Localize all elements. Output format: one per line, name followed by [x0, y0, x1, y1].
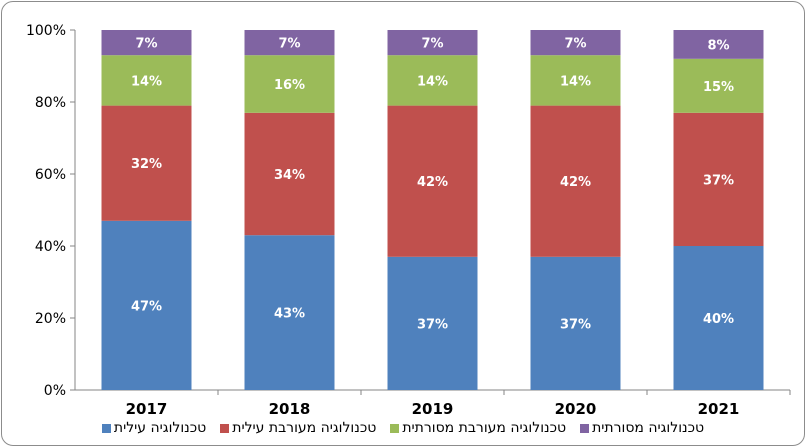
legend-item: טכנולוגיה מסורתית [580, 420, 704, 436]
data-label: 37% [560, 317, 591, 332]
data-label: 34% [274, 168, 305, 183]
bar-segment [530, 256, 621, 390]
x-tick-label: 2020 [555, 400, 597, 418]
data-label: 7% [421, 37, 443, 52]
x-tick-label: 2017 [126, 400, 168, 418]
data-label: 14% [417, 74, 448, 89]
bar-segment [530, 30, 621, 56]
data-label: 7% [564, 37, 586, 52]
bar-segment [673, 246, 764, 390]
legend-item: טכנולוגיה עילית [101, 420, 207, 436]
bar-segment [673, 30, 764, 59]
bar-segment [387, 55, 478, 106]
bar-segment [244, 30, 335, 56]
data-label: 42% [417, 175, 448, 190]
bar-segment [244, 55, 335, 113]
y-tick-label: 60% [35, 167, 66, 183]
legend-label: טכנולוגיה מעורבת מסורתית [402, 420, 567, 436]
legend-label: טכנולוגיה מעורבת עילית [232, 420, 377, 436]
data-label: 40% [703, 312, 734, 327]
data-label: 7% [278, 37, 300, 52]
legend-label: טכנולוגיה עילית [113, 420, 207, 436]
legend-swatch [390, 423, 400, 433]
data-label: 7% [135, 37, 157, 52]
bar-segment [244, 235, 335, 390]
bar-segment [387, 30, 478, 56]
legend-swatch [580, 423, 590, 433]
bar-segment [101, 30, 192, 56]
bar-segment [101, 220, 192, 390]
bar-segment [244, 112, 335, 236]
x-tick-label: 2018 [269, 400, 311, 418]
bar-segment [387, 105, 478, 257]
data-label: 15% [703, 80, 734, 95]
data-label: 42% [560, 175, 591, 190]
bar-segment [673, 58, 764, 113]
y-tick-label: 80% [35, 95, 66, 111]
bar-segment [530, 105, 621, 257]
data-label: 37% [703, 173, 734, 188]
data-label: 8% [707, 38, 729, 53]
legend-item: טכנולוגיה מעורבת מסורתית [390, 420, 566, 436]
y-tick-label: 40% [35, 239, 66, 255]
bar-segment [387, 256, 478, 390]
data-label: 14% [560, 74, 591, 89]
bar-segment [530, 55, 621, 106]
data-label: 47% [131, 299, 162, 314]
bar-segment [101, 105, 192, 221]
bar-segment [101, 55, 192, 106]
y-tick-label: 100% [26, 23, 66, 39]
data-label: 37% [417, 317, 448, 332]
x-tick-label: 2021 [698, 400, 740, 418]
bar-segment [673, 112, 764, 246]
y-tick-label: 0% [44, 383, 66, 399]
y-tick-label: 20% [35, 311, 66, 327]
data-label: 14% [131, 74, 162, 89]
data-label: 16% [274, 78, 305, 93]
legend-label: טכנולוגיה מסורתית [592, 420, 705, 436]
legend-swatch [101, 423, 111, 433]
legend-item: טכנולוגיה מעורבת עילית [220, 420, 376, 436]
x-tick-label: 2019 [412, 400, 454, 418]
data-label: 43% [274, 307, 305, 322]
legend: טכנולוגיה עילית טכנולוגיה מעורבת עילית טכנ… [0, 420, 806, 436]
legend-swatch [220, 423, 230, 433]
data-label: 32% [131, 157, 162, 172]
